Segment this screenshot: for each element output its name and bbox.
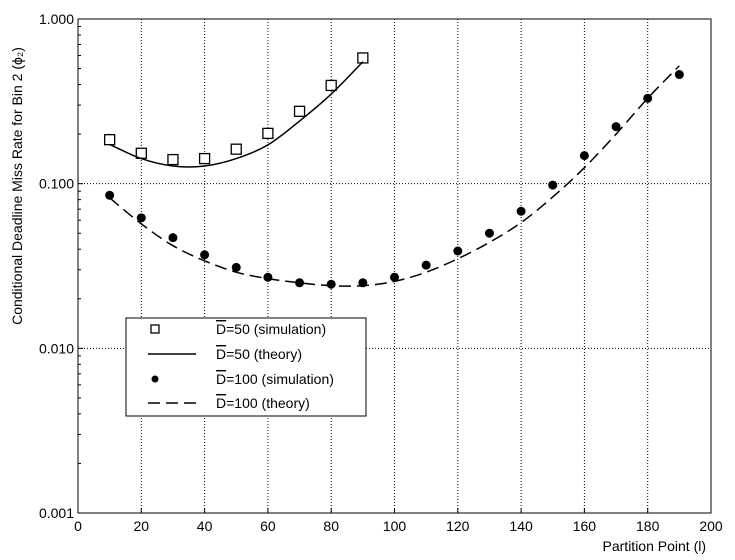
grid-lines [78,19,711,513]
x-tick-label: 0 [74,518,82,534]
x-tick-label: 100 [383,518,407,534]
legend-label: D=50 (simulation) [216,321,326,337]
series-0-point [325,79,337,92]
series-2-point [295,278,305,288]
series-0-point [357,52,369,64]
series-2-point [453,246,463,256]
series-0-point [198,152,211,165]
series-2-point [136,213,146,223]
series-3-line [109,65,680,287]
x-tick-label: 120 [446,518,470,534]
x-tick-label: 20 [134,518,150,534]
series-2-point [421,260,431,270]
legend-entry: D=100 (theory) [148,395,310,411]
series-2-point [263,272,273,282]
series-2-point [484,228,494,238]
series-2-point [105,190,115,200]
x-tick-label: 60 [260,518,276,534]
series-0-point [104,134,116,146]
series-2 [105,70,684,289]
x-axis-label: Partition Point (l) [603,538,706,554]
legend-label: D=100 (theory) [216,395,310,411]
y-tick-label: 1.000 [39,11,74,27]
series-2-point [579,151,589,161]
series-0-point [262,127,274,140]
legend-entry: D=50 (theory) [148,346,302,362]
series-0-point [293,105,306,117]
legend-label-rest: =100 (simulation) [226,371,334,387]
x-axis: 0 20 40 60 80 100 120 140 160 180 200 [74,508,723,534]
y-tick-label: 0.010 [39,340,74,356]
x-tick-label: 40 [197,518,213,534]
legend-label-overline: D [216,371,226,387]
y-tick-label: 0.100 [39,176,74,192]
y-tick-label: 0.001 [39,505,74,521]
series-2-point [390,272,399,282]
series-2-point [326,279,336,289]
legend-label-overline: D [216,321,226,337]
legend-entry: D=50 (simulation) [150,321,326,337]
y-axis: 0.001 0.010 0.100 1.000 [39,11,83,521]
series-2-point [231,262,241,272]
y-axis-label: Conditional Deadline Miss Rate for Bin 2… [9,47,25,325]
series-2-point [516,206,526,216]
legend-label-rest: =50 (simulation) [226,321,326,337]
legend-label-overline: D [216,395,226,411]
legend-entry: D=100 (simulation) [151,371,334,387]
legend-label-rest: =100 (theory) [226,395,310,411]
series-2-point [168,233,178,243]
legend-box [125,317,367,417]
series-0-point [167,153,179,166]
legend-label-rest: =50 (theory) [226,346,302,362]
series-2-point [200,250,210,260]
legend-marker-square [150,324,160,334]
x-tick-label: 80 [323,518,339,534]
legend-label: D=50 (theory) [216,346,302,362]
series-0-point [230,143,242,155]
legend: D=50 (simulation)D=50 (theory)D=100 (sim… [125,317,367,417]
x-tick-label: 200 [699,518,723,534]
legend-label-overline: D [216,346,226,362]
series-layer [104,52,684,289]
series-2-point [611,122,621,132]
x-tick-label: 160 [573,518,597,534]
x-tick-label: 180 [636,518,660,534]
series-1-line [109,61,364,168]
legend-marker-circle [151,375,159,383]
series-2-point [674,70,684,80]
legend-label: D=100 (simulation) [216,371,334,387]
series-1 [109,61,364,168]
series-3 [109,65,680,287]
series-2-point [548,180,558,190]
series-0 [104,52,369,166]
x-tick-label: 140 [509,518,533,534]
